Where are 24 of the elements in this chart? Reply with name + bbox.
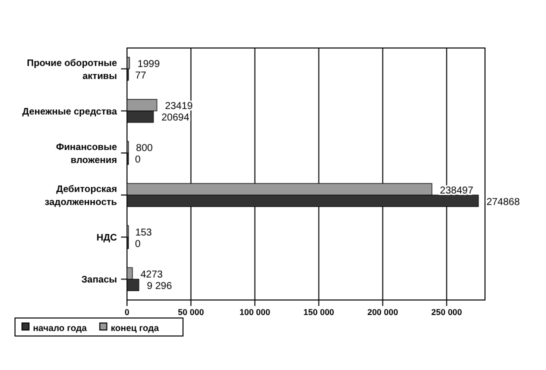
data-label: 4273: [140, 269, 164, 280]
x-tick-label: 100 000: [239, 307, 270, 318]
data-label: 153: [135, 227, 152, 238]
data-label: 0: [135, 238, 141, 250]
y-tick-label: Прочие оборотные активы: [26, 58, 117, 82]
y-tick-label: Финансовые вложения: [56, 142, 117, 166]
x-tick-label: 200 000: [367, 307, 398, 318]
data-label: 9 296: [146, 280, 172, 292]
data-label: 0: [135, 154, 141, 166]
y-tick-label: Запасы: [81, 274, 117, 286]
x-tick-label: 250 000: [431, 307, 462, 318]
x-tick-label: 0: [124, 307, 130, 318]
y-tick-label: Дебиторская задолженность: [44, 184, 118, 208]
legend-label: начало года: [33, 323, 88, 333]
y-tick-label: НДС: [96, 232, 118, 244]
data-label: 77: [135, 70, 147, 82]
data-label: 1999: [138, 59, 160, 70]
data-label: 20694: [161, 112, 190, 124]
data-label: 800: [136, 143, 154, 154]
y-tick-label: Денежные средства: [22, 106, 118, 118]
x-tick-label: 150 000: [303, 307, 334, 318]
data-label: 274868: [486, 196, 520, 208]
x-tick-label: 50 000: [178, 307, 204, 318]
legend-label: конец года: [110, 323, 160, 333]
